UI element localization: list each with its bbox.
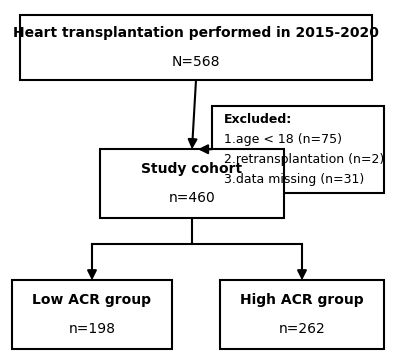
Text: Low ACR group: Low ACR group bbox=[32, 293, 152, 307]
Text: 3.data missing (n=31): 3.data missing (n=31) bbox=[224, 173, 364, 186]
Text: N=568: N=568 bbox=[172, 55, 220, 69]
Text: n=198: n=198 bbox=[68, 323, 116, 336]
FancyBboxPatch shape bbox=[20, 15, 372, 80]
Text: n=460: n=460 bbox=[169, 191, 215, 205]
Text: Heart transplantation performed in 2015-2020: Heart transplantation performed in 2015-… bbox=[13, 26, 379, 40]
Text: Excluded:: Excluded: bbox=[224, 113, 292, 126]
Text: High ACR group: High ACR group bbox=[240, 293, 364, 307]
FancyBboxPatch shape bbox=[220, 280, 384, 349]
Text: Study cohort: Study cohort bbox=[142, 162, 242, 176]
FancyBboxPatch shape bbox=[212, 106, 384, 193]
Text: n=262: n=262 bbox=[279, 323, 325, 336]
FancyBboxPatch shape bbox=[12, 280, 172, 349]
Text: 2.retransplantation (n=2): 2.retransplantation (n=2) bbox=[224, 153, 384, 166]
FancyBboxPatch shape bbox=[100, 149, 284, 218]
Text: 1.age < 18 (n=75): 1.age < 18 (n=75) bbox=[224, 133, 342, 146]
